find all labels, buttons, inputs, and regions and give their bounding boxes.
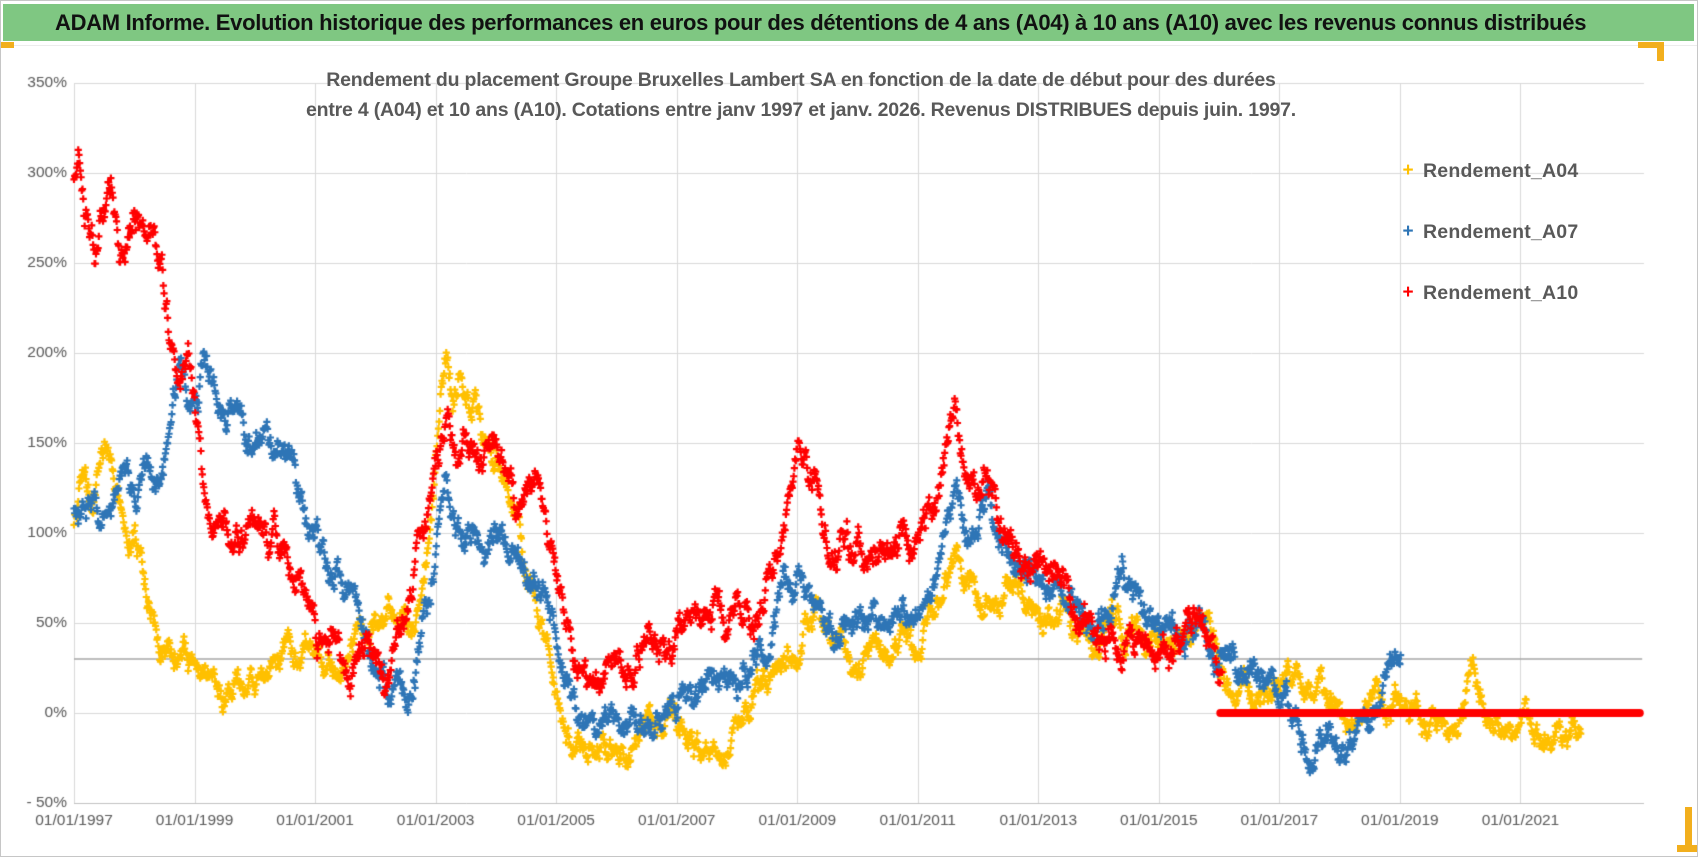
- chart-title: Rendement du placement Groupe Bruxelles …: [251, 65, 1351, 125]
- chart-title-line2: entre 4 (A04) et 10 ans (A10). Cotations…: [305, 99, 1297, 121]
- plus-marker-icon-a04: +: [1402, 160, 1414, 181]
- chart-title-line1: Rendement du placement Groupe Bruxelles …: [326, 69, 1276, 91]
- plus-marker-icon-a07: +: [1402, 221, 1414, 242]
- plus-marker-icon-a10: +: [1402, 282, 1414, 303]
- legend-item-a10: + Rendement_A10: [1399, 278, 1578, 308]
- legend-label-a07: Rendement_A07: [1423, 220, 1579, 243]
- legend-label-a10: Rendement_A10: [1423, 281, 1579, 304]
- legend-item-a07: + Rendement_A07: [1399, 217, 1578, 247]
- legend-item-a04: + Rendement_A04: [1399, 156, 1578, 186]
- legend-label-a04: Rendement_A04: [1423, 159, 1579, 182]
